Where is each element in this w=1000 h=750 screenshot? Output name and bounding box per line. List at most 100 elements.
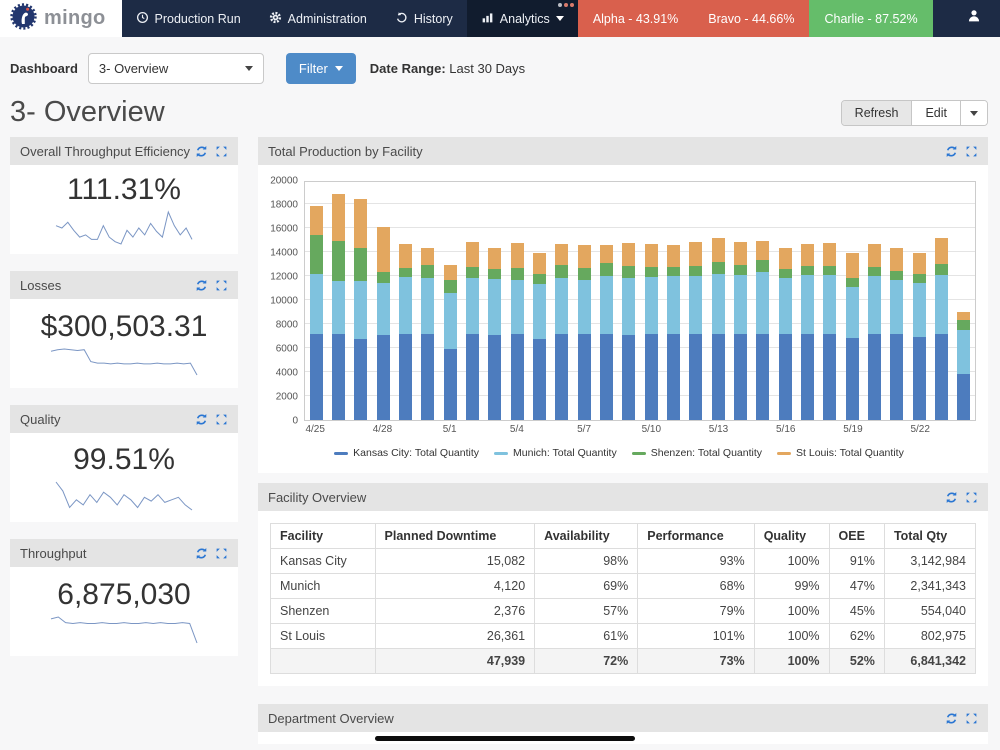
legend-swatch bbox=[494, 451, 509, 455]
legend-item[interactable]: Kansas City: Total Quantity bbox=[334, 447, 479, 459]
table-header-cell: Quality bbox=[753, 523, 830, 549]
y-axis-tick: 10000 bbox=[270, 295, 298, 307]
bar-5/12 bbox=[685, 182, 707, 420]
table-header-cell: Total Qty bbox=[883, 523, 977, 549]
bar-5/4 bbox=[506, 182, 528, 420]
kpi-card-throughput: Throughput 6,875,030 bbox=[10, 539, 238, 656]
refresh-icon[interactable] bbox=[195, 145, 208, 158]
bar-segment bbox=[867, 334, 881, 420]
bar-5/11 bbox=[662, 182, 684, 420]
sparkline-chart bbox=[50, 616, 198, 644]
nav-item-history[interactable]: History bbox=[381, 0, 467, 37]
machine-tab-alpha[interactable]: Alpha - 43.91% bbox=[577, 0, 694, 37]
bar-segment bbox=[599, 333, 613, 420]
expand-icon[interactable] bbox=[215, 413, 228, 426]
bar-segment bbox=[867, 276, 881, 335]
bar-segment bbox=[488, 279, 502, 335]
table-cell: 47% bbox=[828, 573, 885, 599]
kpi-card-header: Throughput bbox=[10, 539, 238, 567]
main-column: Total Production by Facility 0 2000 4000 60… bbox=[258, 137, 988, 744]
bar-segment bbox=[845, 278, 859, 287]
expand-icon[interactable] bbox=[215, 145, 228, 158]
refresh-icon[interactable] bbox=[945, 712, 958, 725]
bar-5/3 bbox=[484, 182, 506, 420]
bar-segment bbox=[845, 338, 859, 420]
machine-tab-bravo[interactable]: Bravo - 44.66% bbox=[693, 0, 810, 37]
nav-item-administration[interactable]: Administration bbox=[255, 0, 381, 37]
expand-icon[interactable] bbox=[965, 712, 978, 725]
refresh-button[interactable]: Refresh bbox=[841, 101, 913, 125]
bar-segment bbox=[778, 334, 792, 420]
bar-segment bbox=[309, 205, 323, 235]
legend-item[interactable]: Munich: Total Quantity bbox=[494, 447, 617, 459]
panel-title: Department Overview bbox=[268, 710, 394, 726]
date-range-label: Date Range: bbox=[369, 61, 446, 76]
refresh-icon[interactable] bbox=[195, 547, 208, 560]
bar-segment bbox=[376, 334, 390, 420]
legend-label: Munich: Total Quantity bbox=[513, 447, 617, 459]
table-row: St Louis 26,361 61% 101% 100% 62% 802,975 bbox=[270, 623, 977, 649]
table-cell: 91% bbox=[828, 548, 885, 574]
gear-icon bbox=[269, 11, 282, 27]
table-cell: St Louis bbox=[270, 623, 376, 649]
user-menu[interactable] bbox=[966, 0, 1000, 37]
chart-y-axis: 0 2000 4000 6000 8000 10000 12000 14000 16000 180… bbox=[262, 176, 304, 427]
table-cell: Shenzen bbox=[270, 598, 376, 624]
expand-icon[interactable] bbox=[965, 491, 978, 504]
bar-segment bbox=[823, 266, 837, 275]
table-cell: 15,082 bbox=[374, 548, 536, 574]
bar-segment bbox=[890, 334, 904, 420]
nav-item-production-run[interactable]: Production Run bbox=[122, 0, 255, 37]
filter-button[interactable]: Filter bbox=[285, 53, 356, 84]
kpi-card-overall-throughput-efficiency: Overall Throughput Efficiency 111.31% bbox=[10, 137, 238, 254]
table-cell: 6,841,342 bbox=[883, 648, 977, 674]
x-axis-tick: 5/4 bbox=[509, 423, 524, 435]
sparkline-chart bbox=[55, 210, 193, 245]
expand-icon[interactable] bbox=[965, 145, 978, 158]
bar-segment bbox=[711, 237, 725, 262]
refresh-icon[interactable] bbox=[945, 145, 958, 158]
nav-label: Production Run bbox=[154, 11, 241, 26]
legend-item[interactable]: St Louis: Total Quantity bbox=[777, 447, 904, 459]
machine-tab-charlie[interactable]: Charlie - 87.52% bbox=[809, 0, 933, 37]
y-axis-tick: 0 bbox=[292, 415, 298, 427]
nav-item-analytics[interactable]: Analytics bbox=[466, 0, 578, 37]
bar-segment bbox=[733, 334, 747, 420]
kpi-value: 6,875,030 bbox=[57, 578, 191, 611]
table-cell: 100% bbox=[753, 648, 830, 674]
edit-button[interactable]: Edit bbox=[912, 101, 961, 125]
bar-4/30 bbox=[417, 182, 439, 420]
page-title: 3- Overview bbox=[10, 96, 165, 128]
actions-dropdown-button[interactable] bbox=[961, 101, 987, 125]
expand-icon[interactable] bbox=[215, 279, 228, 292]
bar-segment bbox=[756, 333, 770, 420]
bar-segment bbox=[756, 272, 770, 334]
refresh-icon[interactable] bbox=[195, 279, 208, 292]
chevron-down-icon bbox=[334, 66, 343, 71]
dashboard-select[interactable]: 3- Overview bbox=[87, 53, 264, 84]
refresh-icon[interactable] bbox=[195, 413, 208, 426]
bar-segment bbox=[421, 333, 435, 420]
bar-5/22 bbox=[908, 182, 930, 420]
panel-header: Department Overview bbox=[258, 704, 988, 732]
bar-segment bbox=[443, 348, 457, 420]
bar-segment bbox=[912, 253, 926, 274]
bar-segment bbox=[711, 261, 725, 274]
legend-item[interactable]: Shenzen: Total Quantity bbox=[631, 447, 762, 459]
y-axis-tick: 18000 bbox=[270, 199, 298, 211]
bar-segment bbox=[957, 330, 971, 375]
total-production-panel: Total Production by Facility 0 2000 4000 60… bbox=[258, 137, 988, 473]
bar-segment bbox=[756, 241, 770, 261]
refresh-icon[interactable] bbox=[945, 491, 958, 504]
x-axis-tick: 5/10 bbox=[641, 423, 662, 435]
facility-table: Facility Planned Downtime Availability Perf… bbox=[270, 523, 977, 674]
brand[interactable]: mingo bbox=[0, 0, 122, 37]
bar-segment bbox=[666, 267, 680, 277]
x-axis-tick: 5/7 bbox=[577, 423, 592, 435]
expand-icon[interactable] bbox=[215, 547, 228, 560]
bar-segment bbox=[845, 286, 859, 339]
panel-header: Total Production by Facility bbox=[258, 137, 988, 165]
x-axis-tick: 5/16 bbox=[776, 423, 796, 435]
bar-segment bbox=[577, 280, 591, 334]
chevron-down-icon bbox=[244, 66, 253, 71]
